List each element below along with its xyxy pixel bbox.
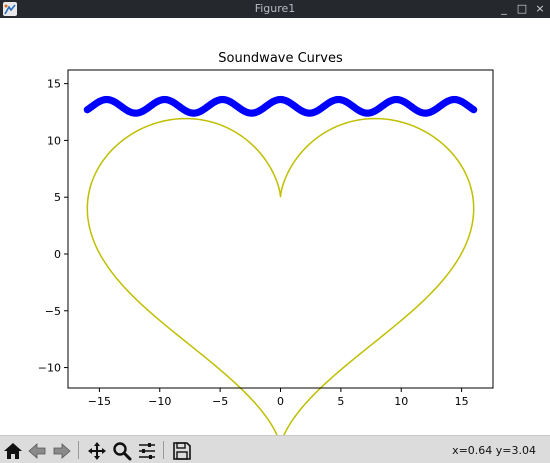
configure-subplots-button[interactable] [136, 440, 158, 462]
cursor-coordinates: x=0.64 y=3.04 [452, 444, 536, 457]
forward-button[interactable] [51, 440, 73, 462]
navigation-toolbar: x=0.64 y=3.04 [0, 435, 550, 463]
save-button[interactable] [171, 440, 193, 462]
app-icon [3, 2, 17, 16]
chart-title: Soundwave Curves [218, 51, 343, 66]
x-tick-label: 0 [277, 395, 284, 408]
figure-background [0, 18, 550, 435]
maximize-button[interactable]: □ [516, 2, 528, 15]
x-tick-label: −10 [148, 395, 171, 408]
figure-canvas[interactable]: −15 −10 −5 0 5 10 15 −10 −5 0 5 10 15 Soundwave Curv… [0, 18, 550, 448]
window-titlebar: Figure1 _ □ × [0, 0, 550, 18]
zoom-button[interactable] [111, 440, 133, 462]
pan-button[interactable] [86, 440, 108, 462]
x-tick-label: −15 [88, 395, 111, 408]
y-tick-label: −5 [45, 305, 61, 318]
move-icon [88, 442, 106, 460]
wave-point [470, 106, 478, 114]
x-tick-label: 10 [394, 395, 408, 408]
arrow-right-icon [53, 443, 71, 459]
window-title: Figure1 [254, 2, 296, 15]
y-tick-label: 0 [54, 248, 61, 261]
y-tick-label: −10 [38, 362, 61, 375]
home-icon [4, 443, 22, 459]
y-tick-label: 15 [47, 78, 61, 91]
arrow-left-icon [28, 443, 46, 459]
back-button[interactable] [26, 440, 48, 462]
y-tick-label: 5 [54, 191, 61, 204]
y-tick-label: 10 [47, 134, 61, 147]
minimize-button[interactable]: _ [501, 2, 507, 15]
toolbar-separator [163, 441, 164, 459]
magnifier-icon [113, 442, 132, 461]
x-tick-label: −5 [212, 395, 228, 408]
x-tick-label: 5 [337, 395, 344, 408]
toolbar-separator [78, 441, 79, 459]
home-button[interactable] [2, 440, 24, 462]
plot-svg: −15 −10 −5 0 5 10 15 −10 −5 0 5 10 15 Soundwave Curv… [0, 18, 550, 448]
close-button[interactable]: × [535, 2, 545, 15]
x-tick-label: 15 [455, 395, 469, 408]
sliders-icon [139, 443, 155, 459]
floppy-disk-icon [173, 442, 191, 460]
